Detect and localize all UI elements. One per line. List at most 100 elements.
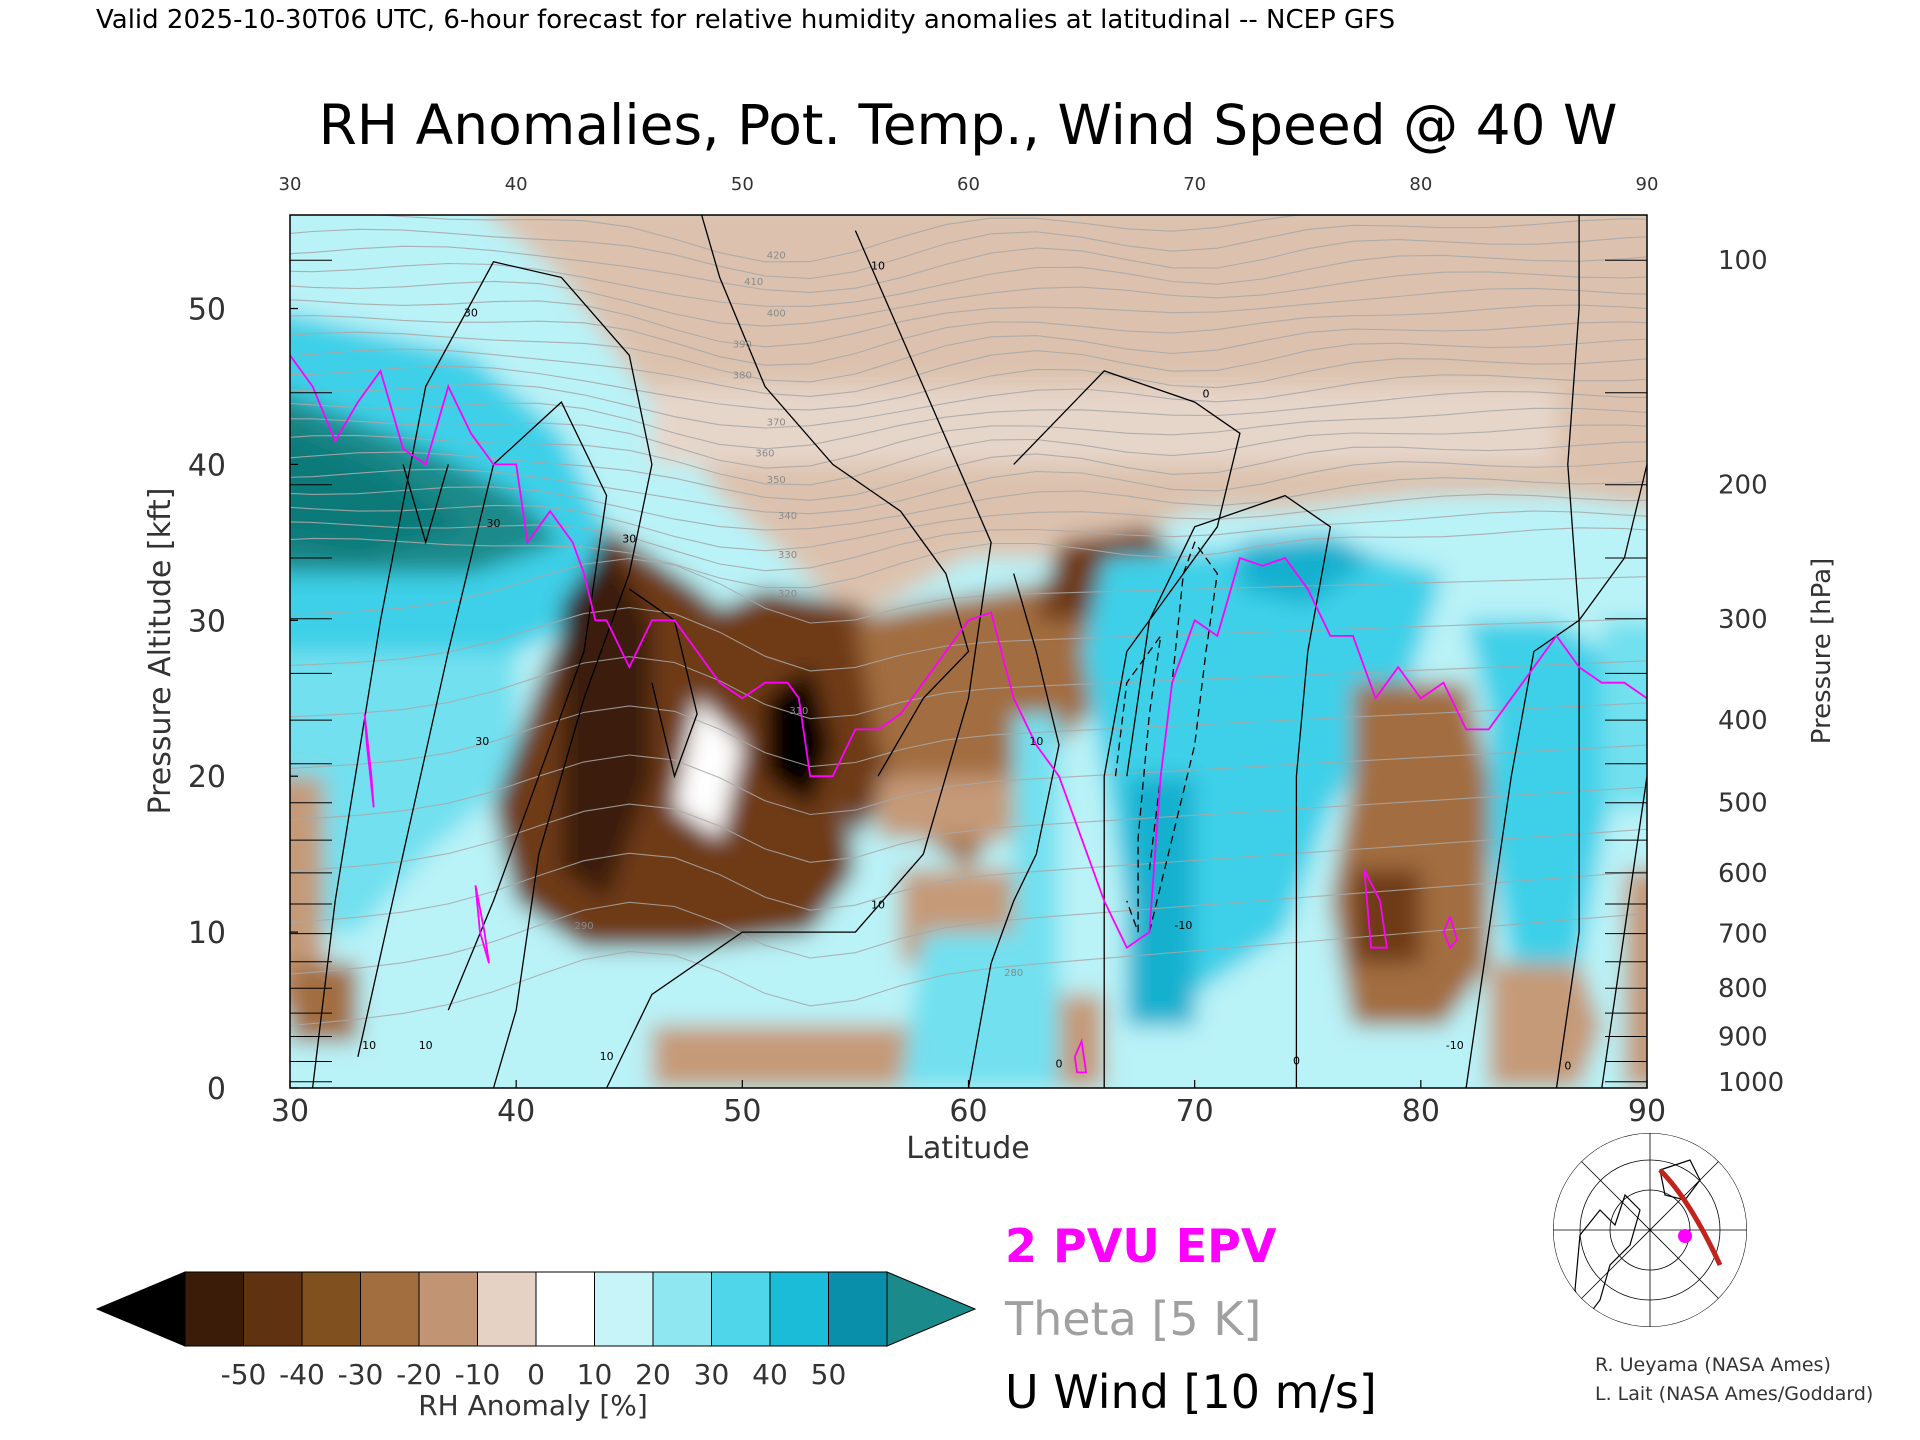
theta-contour	[290, 607, 1647, 672]
theta-contour	[290, 358, 1647, 411]
rh-region	[290, 963, 358, 1042]
theta-label: 390	[733, 340, 752, 351]
location-marker	[1678, 1229, 1692, 1243]
y-tick-label: 0	[207, 1072, 226, 1107]
y-tick-label: 40	[188, 448, 226, 483]
theta-contour	[290, 527, 1647, 589]
wind-contour	[1126, 494, 1332, 1088]
wind-contour	[402, 464, 449, 545]
theta-label: 400	[767, 308, 786, 319]
colorbar-segment	[301, 1271, 361, 1347]
colorbar-segment	[418, 1271, 478, 1347]
wind-contour-negative	[1148, 541, 1218, 933]
y-tick-label: 30	[188, 604, 226, 639]
colorbar-tick-label: -30	[338, 1358, 384, 1391]
colorbar-tick-label: 30	[694, 1358, 730, 1391]
wind-label: 0	[1055, 1058, 1062, 1071]
legend: 2 PVU EPV Theta [5 K] U Wind [10 m/s]	[1004, 1219, 1377, 1419]
x-axis-bottom: 30 40 50 60 70 80 90	[271, 1080, 1666, 1129]
wind-label: 10	[1029, 735, 1043, 748]
theta-contour	[290, 786, 1647, 872]
theta-contour	[290, 338, 1647, 397]
colorbar-tick-label: 50	[811, 1358, 847, 1391]
x-tick-label: 60	[949, 1094, 987, 1129]
x-top-tick-label: 40	[505, 174, 528, 195]
pv-contour-loop	[1073, 1037, 1088, 1074]
theta-contour	[290, 557, 1647, 624]
wind-label: 0	[1564, 1059, 1571, 1072]
y-tick-label: 10	[188, 916, 226, 951]
theta-contour	[290, 656, 1647, 720]
colorbar-tick-label: 10	[577, 1358, 613, 1391]
rh-region	[290, 776, 324, 1011]
rh-region	[1353, 869, 1421, 964]
rh-region	[651, 386, 1557, 465]
pressure-tick-label: 600	[1718, 859, 1768, 889]
colorbar-segment	[243, 1271, 303, 1347]
colorbar-tick-label: -20	[396, 1358, 442, 1391]
y-axis-right-label: Pressure [hPa]	[1807, 558, 1837, 745]
colorbar-tick-label: -10	[455, 1358, 501, 1391]
legend-pv: 2 PVU EPV	[1005, 1219, 1277, 1273]
theta-contour	[290, 287, 1647, 348]
wind-label: 30	[475, 735, 489, 748]
colorbar-segment	[652, 1271, 712, 1347]
colorbar-tick-label: -40	[279, 1358, 325, 1391]
theta-label: 370	[767, 417, 786, 428]
x-top-tick-label: 80	[1409, 174, 1432, 195]
greenland-shape	[1659, 1159, 1701, 1201]
theta-contour	[290, 407, 1647, 469]
wind-contour-negative	[1114, 635, 1162, 933]
theta-label: 350	[767, 475, 786, 486]
legend-theta: Theta [5 K]	[1004, 1292, 1261, 1346]
contour-labels: 290 280 310 320 330 340 350 360 370 380 390 400 410 4…	[362, 251, 1571, 1073]
wind-contour	[628, 588, 698, 779]
rh-region	[1624, 869, 1647, 1088]
pressure-tick-label: 1000	[1718, 1068, 1784, 1098]
theta-contour	[372, 215, 1304, 263]
y-axis-right: 1000 900 800 700 600 500 400 300 200 100	[1718, 246, 1784, 1098]
wind-contour	[967, 573, 1060, 1088]
theta-label: 320	[778, 589, 797, 600]
wind-label: 30	[464, 306, 478, 319]
pressure-tick-label: 700	[1718, 920, 1768, 950]
colorbar-tick-label: 0	[527, 1358, 545, 1391]
colorbar-segment	[477, 1271, 537, 1347]
x-tick-label: 30	[271, 1094, 309, 1129]
locator-map	[1553, 1133, 1747, 1327]
theta-contour	[290, 870, 1647, 975]
wind-contour	[357, 401, 608, 1057]
colorbar-segment	[360, 1271, 420, 1347]
x-top-tick-label: 50	[731, 174, 754, 195]
rh-region	[1601, 620, 1647, 808]
chart-title: RH Anomalies, Pot. Temp., Wind Speed @ 4…	[319, 93, 1618, 157]
y-tick-label: 20	[188, 760, 226, 795]
wind-contour	[311, 261, 653, 1088]
y-axis-left: 0 10 20 30 40 50	[188, 293, 298, 1107]
theta-contour	[290, 390, 1647, 450]
colorbar-segment	[828, 1271, 888, 1347]
x-top-tick-label: 70	[1183, 174, 1206, 195]
colorbar: -50 -40 -30 -20 -10 0 10 20 30 40 50	[95, 1271, 977, 1391]
theta-label: 340	[778, 511, 797, 522]
theta-contour	[290, 441, 1647, 501]
wind-contour	[1013, 370, 1241, 1088]
rh-region	[1330, 682, 1489, 1026]
x-top-tick-label: 30	[279, 174, 302, 195]
theta-contour	[290, 493, 1647, 552]
colorbar-segment	[184, 1271, 244, 1347]
theta-label: 410	[744, 277, 763, 288]
theta-contour	[290, 374, 1647, 429]
colorbar-max-triangle	[886, 1271, 977, 1347]
theta-contour	[290, 912, 1647, 1027]
x-tick-label: 70	[1176, 1094, 1214, 1129]
wind-label: 0	[1293, 1055, 1300, 1068]
wind-label: 30	[487, 517, 501, 530]
x-tick-label: 50	[723, 1094, 761, 1129]
wind-contour	[1601, 773, 1647, 1088]
pv-contour-loop	[1442, 916, 1459, 950]
theta-contour	[290, 460, 1647, 515]
wind-label: 10	[871, 260, 885, 273]
